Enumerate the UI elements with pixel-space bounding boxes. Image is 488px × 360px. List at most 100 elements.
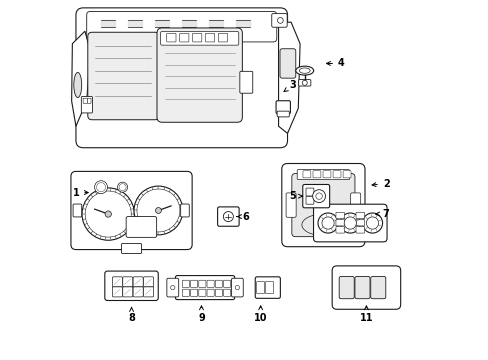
FancyBboxPatch shape xyxy=(198,289,205,296)
FancyBboxPatch shape xyxy=(323,171,330,178)
FancyBboxPatch shape xyxy=(312,171,320,178)
Circle shape xyxy=(170,285,175,290)
FancyBboxPatch shape xyxy=(133,277,143,287)
Circle shape xyxy=(362,213,382,233)
FancyBboxPatch shape xyxy=(122,287,133,297)
Circle shape xyxy=(344,217,356,229)
FancyBboxPatch shape xyxy=(112,287,122,297)
FancyBboxPatch shape xyxy=(298,80,310,86)
FancyBboxPatch shape xyxy=(81,96,92,113)
FancyBboxPatch shape xyxy=(239,71,252,93)
Circle shape xyxy=(317,213,337,233)
FancyBboxPatch shape xyxy=(305,188,313,196)
FancyBboxPatch shape xyxy=(180,204,189,217)
Ellipse shape xyxy=(301,214,344,235)
FancyBboxPatch shape xyxy=(303,171,310,178)
Circle shape xyxy=(137,189,180,232)
Circle shape xyxy=(85,191,131,237)
Text: 2: 2 xyxy=(371,179,389,189)
FancyBboxPatch shape xyxy=(355,212,364,219)
Circle shape xyxy=(96,183,105,192)
FancyBboxPatch shape xyxy=(281,163,364,247)
Text: 4: 4 xyxy=(326,58,344,68)
Circle shape xyxy=(312,190,325,203)
FancyBboxPatch shape xyxy=(354,276,369,299)
Circle shape xyxy=(155,208,161,213)
Circle shape xyxy=(105,211,111,217)
FancyBboxPatch shape xyxy=(205,33,214,42)
Circle shape xyxy=(321,217,333,229)
FancyBboxPatch shape xyxy=(277,111,289,117)
Polygon shape xyxy=(278,22,300,134)
FancyBboxPatch shape xyxy=(88,32,159,120)
FancyBboxPatch shape xyxy=(121,243,142,253)
FancyBboxPatch shape xyxy=(190,280,197,287)
FancyBboxPatch shape xyxy=(83,98,87,103)
Circle shape xyxy=(134,186,183,235)
FancyBboxPatch shape xyxy=(256,282,264,294)
FancyBboxPatch shape xyxy=(223,289,230,296)
FancyBboxPatch shape xyxy=(339,276,353,299)
FancyBboxPatch shape xyxy=(160,32,238,45)
FancyBboxPatch shape xyxy=(206,280,214,287)
FancyBboxPatch shape xyxy=(192,33,202,42)
Circle shape xyxy=(223,212,233,222)
FancyBboxPatch shape xyxy=(370,276,385,299)
Text: 8: 8 xyxy=(128,307,135,323)
FancyBboxPatch shape xyxy=(206,289,214,296)
FancyBboxPatch shape xyxy=(265,282,273,294)
FancyBboxPatch shape xyxy=(182,289,189,296)
FancyBboxPatch shape xyxy=(143,277,153,287)
FancyBboxPatch shape xyxy=(335,226,344,233)
Ellipse shape xyxy=(295,66,313,75)
FancyBboxPatch shape xyxy=(112,277,122,287)
Circle shape xyxy=(277,18,283,23)
FancyBboxPatch shape xyxy=(297,170,349,180)
Text: 11: 11 xyxy=(359,306,372,323)
FancyBboxPatch shape xyxy=(355,220,364,226)
FancyBboxPatch shape xyxy=(190,289,197,296)
FancyBboxPatch shape xyxy=(166,278,178,297)
FancyBboxPatch shape xyxy=(255,277,280,298)
FancyBboxPatch shape xyxy=(291,174,354,237)
FancyBboxPatch shape xyxy=(104,271,158,301)
FancyBboxPatch shape xyxy=(73,204,81,217)
FancyBboxPatch shape xyxy=(122,277,133,287)
Text: 3: 3 xyxy=(284,80,296,91)
Text: 6: 6 xyxy=(236,212,248,221)
FancyBboxPatch shape xyxy=(133,287,143,297)
FancyBboxPatch shape xyxy=(313,204,386,242)
FancyBboxPatch shape xyxy=(76,8,287,148)
FancyBboxPatch shape xyxy=(335,220,344,226)
FancyBboxPatch shape xyxy=(217,207,239,226)
FancyBboxPatch shape xyxy=(285,193,296,217)
FancyBboxPatch shape xyxy=(350,193,360,217)
Circle shape xyxy=(119,184,126,191)
FancyBboxPatch shape xyxy=(126,217,156,237)
FancyBboxPatch shape xyxy=(276,101,290,114)
Circle shape xyxy=(340,213,360,233)
FancyBboxPatch shape xyxy=(331,266,400,309)
FancyBboxPatch shape xyxy=(215,280,222,287)
FancyBboxPatch shape xyxy=(86,12,276,42)
FancyBboxPatch shape xyxy=(343,171,350,178)
Ellipse shape xyxy=(74,72,81,98)
Circle shape xyxy=(82,188,134,240)
FancyBboxPatch shape xyxy=(157,28,242,122)
FancyBboxPatch shape xyxy=(332,171,340,178)
Text: 10: 10 xyxy=(253,306,267,323)
FancyBboxPatch shape xyxy=(215,289,222,296)
Circle shape xyxy=(366,217,378,229)
FancyBboxPatch shape xyxy=(71,171,192,249)
FancyBboxPatch shape xyxy=(179,33,188,42)
FancyBboxPatch shape xyxy=(271,14,286,27)
Text: 5: 5 xyxy=(289,191,302,201)
FancyBboxPatch shape xyxy=(198,280,205,287)
FancyBboxPatch shape xyxy=(143,287,153,297)
Polygon shape xyxy=(72,31,90,126)
Text: 1: 1 xyxy=(72,188,88,198)
FancyBboxPatch shape xyxy=(335,212,344,219)
FancyBboxPatch shape xyxy=(302,184,329,208)
Circle shape xyxy=(235,285,239,290)
FancyBboxPatch shape xyxy=(87,98,91,103)
